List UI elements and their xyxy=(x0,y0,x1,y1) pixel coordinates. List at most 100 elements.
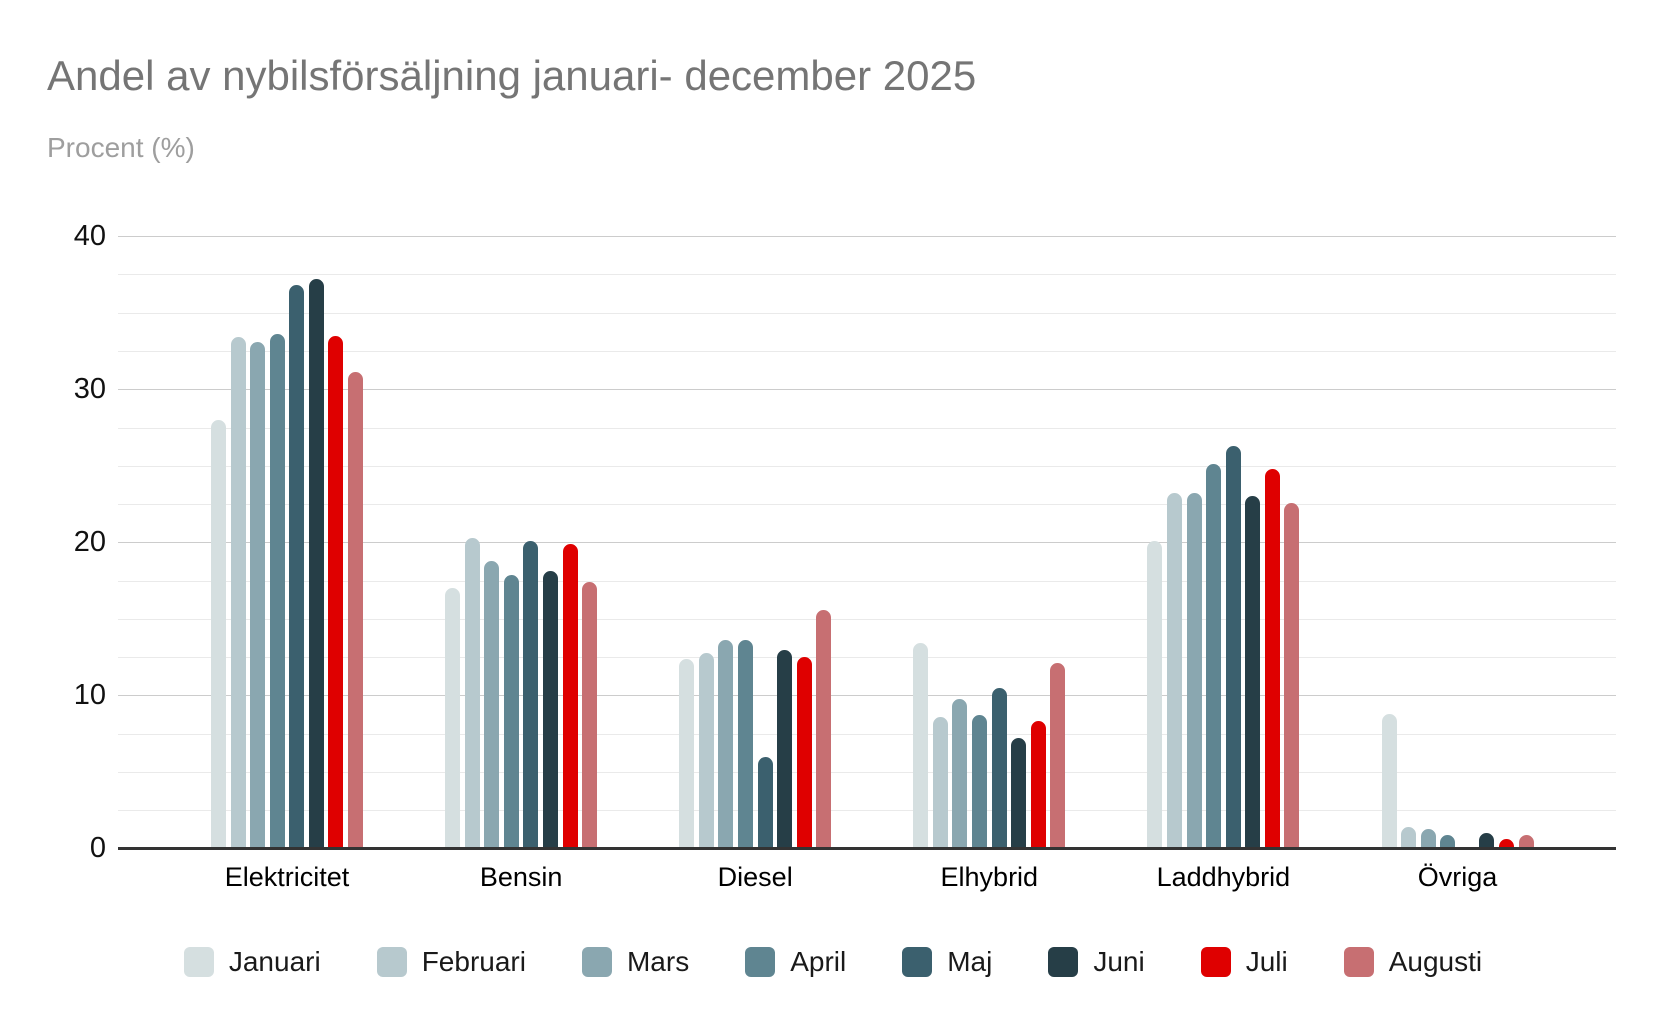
gridline-minor xyxy=(118,810,1616,812)
legend-swatch-april xyxy=(745,947,776,977)
gridline-minor xyxy=(118,580,1616,582)
bar-augusti-bensin xyxy=(582,582,598,849)
bar-mars-bensin xyxy=(484,560,500,849)
legend-label: Februari xyxy=(421,946,526,977)
gridline-minor xyxy=(118,465,1616,467)
bar-juni-elektricitet xyxy=(308,279,324,849)
gridline-minor xyxy=(118,427,1616,429)
x-axis-category-label: Laddhybrid xyxy=(1156,862,1291,892)
bar-februari-elhybrid xyxy=(932,716,948,849)
gridline-major xyxy=(118,389,1616,391)
y-axis-tick-label: 30 xyxy=(73,372,106,405)
bar-juli-elektricitet xyxy=(328,335,344,849)
bar-februari-elektricitet xyxy=(230,337,246,849)
legend-swatch-juli xyxy=(1200,947,1231,977)
legend-label: Mars xyxy=(626,946,690,977)
legend-item-mars: Mars xyxy=(581,946,690,978)
bar-februari-laddhybrid xyxy=(1167,493,1182,849)
legend-item-maj: Maj xyxy=(902,946,992,978)
x-axis-category-label: Övriga xyxy=(1417,862,1498,892)
legend-label: Juli xyxy=(1245,946,1288,977)
legend-swatch-februari xyxy=(376,947,407,977)
gridline-minor xyxy=(118,504,1616,505)
bar-april-bensin xyxy=(503,574,519,849)
bar-juni-diesel xyxy=(777,649,793,849)
bar-juli-elhybrid xyxy=(1030,721,1046,849)
bar-augusti-diesel xyxy=(816,609,832,849)
legend-label: Augusti xyxy=(1388,946,1483,977)
legend-swatch-juni xyxy=(1048,947,1079,977)
gridline-minor xyxy=(118,350,1616,352)
bar-januari-elhybrid xyxy=(913,643,929,849)
bar-juni-laddhybrid xyxy=(1245,496,1261,849)
legend-item-april: April xyxy=(745,946,846,978)
bar-maj-elektricitet xyxy=(289,285,305,849)
legend-label: April xyxy=(790,946,847,977)
y-axis-tick-label: 0 xyxy=(89,832,106,864)
bar-mars-laddhybrid xyxy=(1186,493,1202,849)
legend-item-januari: Januari xyxy=(183,946,321,978)
bar-maj-diesel xyxy=(757,756,773,849)
x-axis-category-label: Diesel xyxy=(717,862,793,892)
bar-augusti-laddhybrid xyxy=(1284,502,1300,849)
bar-mars-diesel xyxy=(718,640,734,849)
chart-subtitle: Procent (%) xyxy=(47,132,195,163)
legend-swatch-maj xyxy=(902,947,933,977)
bar-februari-diesel xyxy=(698,652,714,849)
x-axis-category-label: Elektricitet xyxy=(224,862,350,892)
bar-februari-bensin xyxy=(464,537,480,849)
legend-label: Januari xyxy=(228,946,321,977)
legend-item-februari: Februari xyxy=(376,946,526,978)
legend-swatch-januari xyxy=(183,947,214,977)
bar-juli-laddhybrid xyxy=(1264,468,1280,849)
bar-mars-elhybrid xyxy=(952,698,968,849)
x-axis-baseline xyxy=(118,847,1616,850)
gridline-minor xyxy=(118,733,1616,735)
bar-augusti-elhybrid xyxy=(1050,663,1066,849)
bar-april-diesel xyxy=(737,640,753,849)
bar-juni-elhybrid xyxy=(1011,738,1027,849)
bar-januari-elektricitet xyxy=(211,419,226,849)
x-axis-category-label: Elhybrid xyxy=(940,862,1039,892)
gridline-minor xyxy=(118,312,1616,314)
bar-mars-elektricitet xyxy=(250,341,266,849)
bar-juli-övriga xyxy=(1498,839,1514,849)
bar-april-elhybrid xyxy=(972,715,987,849)
gridline-major xyxy=(118,236,1616,238)
bar-januari-bensin xyxy=(445,588,461,849)
legend-item-juli: Juli xyxy=(1200,946,1288,978)
bar-juni-övriga xyxy=(1479,833,1495,849)
gridline-major xyxy=(118,542,1616,544)
gridline-minor xyxy=(118,657,1616,659)
gridline-major xyxy=(118,695,1616,697)
bar-augusti-övriga xyxy=(1518,834,1534,849)
bar-april-elektricitet xyxy=(269,334,285,849)
legend-label: Maj xyxy=(947,946,993,977)
bar-juli-diesel xyxy=(796,657,812,849)
legend-item-augusti: Augusti xyxy=(1343,946,1483,978)
bar-februari-övriga xyxy=(1401,827,1417,849)
legend-swatch-mars xyxy=(581,947,612,977)
legend-label: Juni xyxy=(1093,946,1145,977)
gridline-minor xyxy=(118,772,1616,773)
y-axis-tick-label: 20 xyxy=(73,525,106,558)
chart-title: Andel av nybilsförsäljning januari- dece… xyxy=(47,52,977,99)
bar-juli-bensin xyxy=(562,543,578,849)
bar-januari-övriga xyxy=(1381,713,1397,849)
legend: Januari Februari Mars April Maj Juni Juli Augus… xyxy=(0,938,1666,986)
y-axis-tick-label: 10 xyxy=(73,678,106,711)
bar-augusti-elektricitet xyxy=(348,372,363,849)
bar-juni-bensin xyxy=(543,571,558,849)
gridline-minor xyxy=(118,274,1616,276)
x-axis-category-label: Bensin xyxy=(479,862,563,892)
gridline-minor xyxy=(118,618,1616,620)
bar-april-övriga xyxy=(1440,834,1456,849)
bar-januari-laddhybrid xyxy=(1147,540,1163,849)
y-axis-tick-label: 40 xyxy=(73,219,106,252)
bar-maj-bensin xyxy=(523,540,539,849)
legend-item-juni: Juni xyxy=(1048,946,1145,978)
bar-maj-laddhybrid xyxy=(1225,445,1241,849)
bar-januari-diesel xyxy=(679,658,695,849)
